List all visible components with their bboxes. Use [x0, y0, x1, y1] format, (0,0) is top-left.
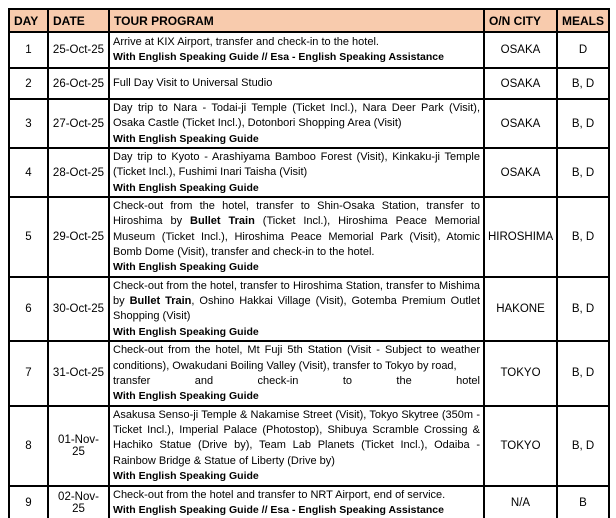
meals-cell: B, D	[556, 196, 610, 278]
program-text: Full Day Visit to Universal Studio	[113, 76, 480, 91]
meals-cell: B, D	[556, 275, 610, 343]
table-row: 9 02-Nov-25 Check-out from the hotel and t…	[8, 484, 610, 518]
city-cell: TOKYO	[483, 340, 558, 407]
program-cell: Check-out from the hotel, transfer to Sh…	[108, 196, 485, 278]
tour-program-table: DAY DATE TOUR PROGRAM O/N CITY MEALS 1 25-Oct…	[8, 8, 610, 518]
program-text: Day trip to Nara - Todai-ji Temple (Tick…	[113, 101, 480, 132]
day-cell: 9	[8, 484, 49, 518]
date-cell: 25-Oct-25	[47, 31, 110, 69]
meals-cell: B, D	[556, 97, 610, 150]
day-cell: 1	[8, 31, 49, 69]
meals-cell: B, D	[556, 340, 610, 407]
meals-cell: B, D	[556, 147, 610, 199]
city-cell: OSAKA	[483, 31, 558, 69]
program-segment: Check-out from the hotel, transfer to Hi…	[113, 279, 480, 308]
program-cell: Day trip to Kyoto - Arashiyama Bamboo Fo…	[108, 147, 485, 199]
program-segment: Check-out from the hotel and transfer to…	[113, 488, 446, 501]
program-cell: Check-out from the hotel, transfer to Hi…	[108, 275, 485, 343]
table-row: 8 01-Nov-25 Asakusa Senso-ji Temple & Naka…	[8, 404, 610, 487]
program-text: Check-out from the hotel, transfer to Hi…	[113, 279, 480, 325]
day-cell: 7	[8, 340, 49, 407]
city-cell: OSAKA	[483, 97, 558, 150]
date-cell: 31-Oct-25	[47, 340, 110, 407]
date-cell: 02-Nov-25	[47, 484, 110, 518]
meals-cell: D	[556, 31, 610, 69]
program-cell: Asakusa Senso-ji Temple & Nakamise Stree…	[108, 404, 485, 487]
guide-note: With English Speaking Guide	[113, 132, 259, 145]
guide-note: With English Speaking Guide // Esa - Eng…	[113, 504, 444, 517]
table-row: 2 26-Oct-25 Full Day Visit to Universal St…	[8, 67, 610, 100]
program-segment: (Ticket Incl.), Hiroshima Peace Memorial…	[113, 215, 480, 259]
program-text: Check-out from the hotel, transfer to Sh…	[113, 199, 480, 260]
date-cell: 30-Oct-25	[47, 275, 110, 343]
date-cell: 29-Oct-25	[47, 196, 110, 278]
program-cell: Check-out from the hotel and transfer to…	[108, 484, 485, 518]
meals-cell: B	[556, 484, 610, 518]
header-program: TOUR PROGRAM	[108, 8, 485, 33]
city-cell: HAKONE	[483, 275, 558, 343]
table-header-row: DAY DATE TOUR PROGRAM O/N CITY MEALS	[8, 8, 610, 33]
city-cell: TOKYO	[483, 404, 558, 487]
header-meals: MEALS	[556, 8, 610, 33]
guide-note: With English Speaking Guide // Esa - Eng…	[113, 51, 444, 64]
date-cell: 28-Oct-25	[47, 147, 110, 199]
guide-note: With English Speaking Guide	[113, 390, 259, 403]
program-segment: , Oshino Hakkai Village (Visit), Gotemba…	[113, 295, 480, 323]
program-segment-bold: Bullet Train	[190, 215, 255, 228]
program-text: Check-out from the hotel and transfer to…	[113, 488, 480, 503]
date-cell: 01-Nov-25	[47, 404, 110, 487]
program-text: Day trip to Kyoto - Arashiyama Bamboo Fo…	[113, 150, 480, 181]
program-text: Check-out from the hotel, Mt Fuji 5th St…	[113, 343, 480, 374]
day-cell: 4	[8, 147, 49, 199]
table-row: 1 25-Oct-25 Arrive at KIX Airport, transfe…	[8, 31, 610, 69]
program-cell: Day trip to Nara - Todai-ji Temple (Tick…	[108, 97, 485, 150]
header-day: DAY	[8, 8, 49, 33]
day-cell: 2	[8, 67, 49, 100]
meals-cell: B, D	[556, 404, 610, 487]
city-cell: N/A	[483, 484, 558, 518]
program-segment-bold: Bullet Train	[129, 295, 192, 308]
guide-note: With English Speaking Guide	[113, 261, 259, 274]
city-cell: OSAKA	[483, 147, 558, 199]
date-cell: 27-Oct-25	[47, 97, 110, 150]
program-segment: Asakusa Senso-ji Temple & Nakamise Stree…	[113, 408, 480, 467]
guide-note: With English Speaking Guide	[113, 325, 259, 338]
program-segment: Check-out from the hotel, transfer to Sh…	[113, 200, 480, 228]
program-segment: Day trip to Kyoto - Arashiyama Bamboo Fo…	[113, 151, 480, 179]
header-city: O/N CITY	[483, 8, 558, 33]
city-cell: HIROSHIMA	[483, 196, 558, 278]
table-row: 6 30-Oct-25 Check-out from the hotel, tran…	[8, 275, 610, 343]
program-segment: Day trip to Nara - Todai-ji Temple (Tick…	[113, 102, 480, 130]
meals-cell: B, D	[556, 67, 610, 100]
day-cell: 6	[8, 275, 49, 343]
table-row: 5 29-Oct-25 Check-out from the hotel, tran…	[8, 196, 610, 278]
city-cell: OSAKA	[483, 67, 558, 100]
program-cell: Check-out from the hotel, Mt Fuji 5th St…	[108, 340, 485, 407]
header-date: DATE	[47, 8, 110, 33]
program-text: Asakusa Senso-ji Temple & Nakamise Stree…	[113, 408, 480, 469]
program-cell: Full Day Visit to Universal Studio	[108, 67, 485, 100]
table-row: 7 31-Oct-25 Check-out from the hotel, Mt F…	[8, 340, 610, 407]
table-row: 3 27-Oct-25 Day trip to Nara - Todai-ji Te…	[8, 97, 610, 150]
program-spread-line: transfer and check-in to the hotel	[113, 374, 480, 387]
program-segment: Full Day Visit to Universal Studio	[113, 76, 273, 89]
guide-note: With English Speaking Guide	[113, 470, 259, 482]
day-cell: 5	[8, 196, 49, 278]
program-segment: Arrive at KIX Airport, transfer and chec…	[113, 36, 379, 49]
date-cell: 26-Oct-25	[47, 67, 110, 100]
table-row: 4 28-Oct-25 Day trip to Kyoto - Arashiyama…	[8, 147, 610, 199]
program-segment: Check-out from the hotel, Mt Fuji 5th St…	[113, 344, 480, 372]
program-text: Arrive at KIX Airport, transfer and chec…	[113, 35, 480, 50]
program-cell: Arrive at KIX Airport, transfer and chec…	[108, 31, 485, 69]
day-cell: 3	[8, 97, 49, 150]
guide-note: With English Speaking Guide	[113, 181, 259, 194]
day-cell: 8	[8, 404, 49, 487]
